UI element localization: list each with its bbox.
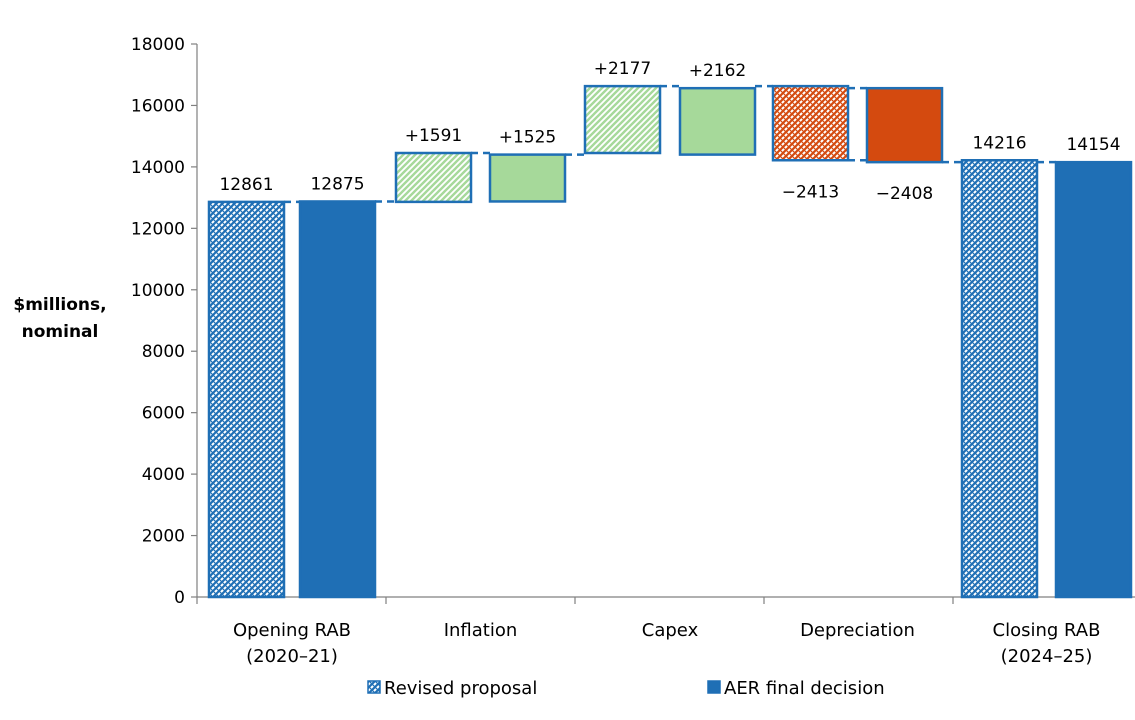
data-label: 12861 [219, 175, 273, 195]
bar-aer-final-decision-4 [1054, 160, 1133, 599]
bar-revised-proposal-0 [207, 200, 286, 599]
bar-aer-final-decision-2 [678, 86, 757, 156]
data-label: +1525 [499, 128, 557, 148]
y-tick-label: 6000 [142, 404, 185, 424]
y-tick-label: 16000 [131, 96, 185, 116]
y-tick-label: 10000 [131, 281, 185, 301]
y-tick-label: 8000 [142, 342, 185, 362]
y-axis-label: nominal [22, 322, 99, 342]
y-tick-label: 2000 [142, 527, 185, 547]
x-category-label: Depreciation [800, 620, 915, 641]
x-category-label: Closing RAB [993, 620, 1101, 641]
data-label: +2177 [594, 59, 652, 79]
bar-aer-final-decision-0 [298, 200, 377, 599]
data-label: 12875 [310, 174, 364, 194]
axes: 0 2000 4000 6000 8000 10000 12000 14000 16000 180… [13, 35, 1135, 667]
legend-label: Revised proposal [384, 678, 537, 699]
bar-revised-proposal-4 [960, 159, 1039, 599]
y-tick-label: 0 [174, 588, 185, 608]
x-category-label: Capex [642, 620, 699, 641]
data-label: −2413 [782, 182, 840, 202]
data-label: +2162 [689, 61, 747, 81]
x-category-label: Inflation [444, 620, 518, 641]
bar-revised-proposal-3 [771, 84, 850, 162]
data-label: +1591 [405, 126, 463, 146]
data-labels: 12861 +1591 +2177 −2413 14216 12875 +1525 +2162… [219, 59, 1120, 204]
bar-revised-proposal-1 [394, 151, 473, 204]
x-category-label: Opening RAB [233, 620, 351, 641]
bars [207, 84, 1133, 599]
y-tick-label: 12000 [131, 219, 185, 239]
data-label: 14216 [972, 133, 1026, 153]
legend-item: AER final decision [707, 678, 885, 699]
legend: Revised proposal AER final decision [367, 678, 885, 699]
x-category-label: (2020–21) [246, 646, 338, 667]
legend-label: AER final decision [724, 678, 885, 699]
legend-swatch [707, 680, 721, 694]
bar-aer-final-decision-1 [488, 153, 567, 203]
y-tick-label: 4000 [142, 465, 185, 485]
legend-swatch [367, 680, 381, 694]
data-label: −2408 [876, 184, 934, 204]
y-tick-label: 14000 [131, 158, 185, 178]
data-label: 14154 [1066, 135, 1120, 155]
x-category-label: (2024–25) [1001, 646, 1093, 667]
bar-aer-final-decision-3 [865, 86, 944, 164]
legend-item: Revised proposal [367, 678, 537, 699]
y-tick-label: 18000 [131, 35, 185, 55]
bar-revised-proposal-2 [583, 84, 662, 155]
y-axis-label: $millions, [13, 295, 106, 315]
